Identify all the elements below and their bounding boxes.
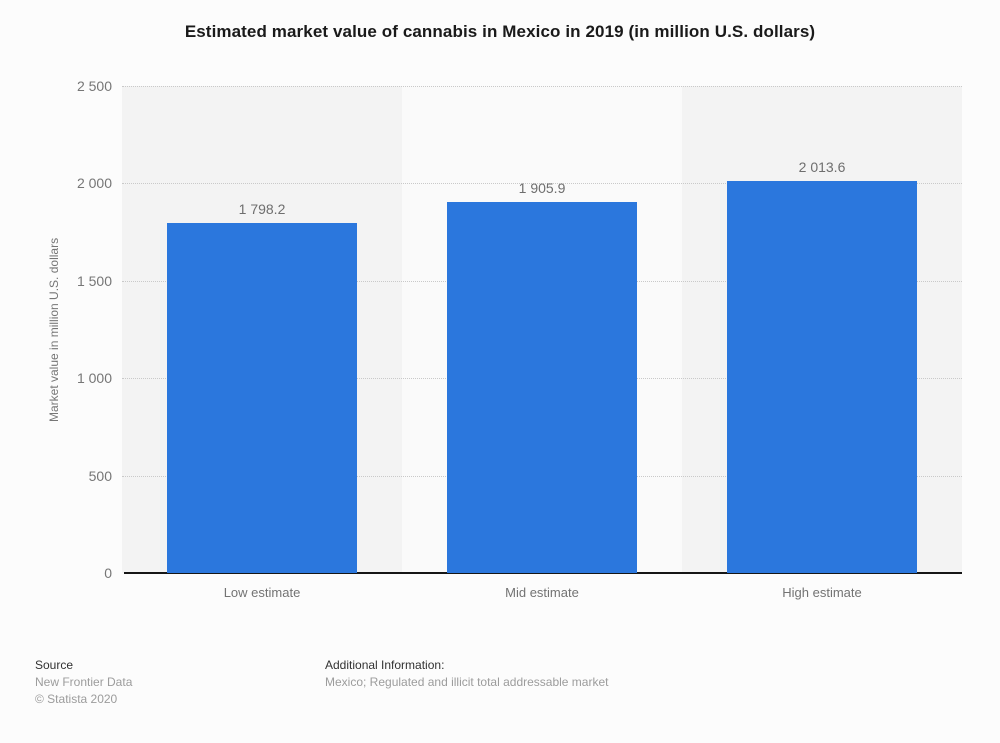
x-tick-label-low-estimate: Low estimate [223, 585, 301, 600]
y-tick-label-500: 500 [88, 467, 112, 484]
bar-value-label: 1 798.2 [238, 200, 286, 217]
y-tick-label-2500: 2 500 [76, 78, 112, 94]
plot-area [122, 86, 962, 574]
additional-info-block: Additional Information: Mexico; Regulate… [325, 657, 608, 691]
copyright-text: © Statista 2020 [35, 692, 118, 706]
y-axis-title: Market value in million U.S. dollars [47, 237, 61, 422]
gridline-2000 [122, 183, 962, 185]
x-tick-label-high-estimate: High estimate [782, 585, 862, 600]
bar-low-estimate[interactable] [167, 222, 357, 573]
y-tick-label-1000: 1 000 [76, 370, 112, 387]
source-label: Source [35, 658, 74, 672]
additional-info-text: Mexico; Regulated and illicit total addr… [325, 675, 609, 689]
additional-info-label: Additional Information: [325, 658, 445, 672]
source-block: Source New Frontier Data © Statista 2020 [35, 657, 132, 708]
bar-mid-estimate[interactable] [447, 201, 637, 573]
chart-title: Estimated market value of cannabis in Me… [184, 22, 816, 41]
y-tick-label-0: 0 [104, 565, 112, 581]
y-tick-label-2000: 2 000 [76, 175, 112, 192]
x-axis-line [124, 572, 962, 574]
x-tick-label-mid-estimate: Mid estimate [505, 585, 579, 600]
bar-high-estimate[interactable] [727, 180, 917, 573]
y-tick-label-1500: 1 500 [76, 272, 112, 289]
bar-value-label: 1 905.9 [518, 179, 566, 196]
gridline-2500 [122, 86, 962, 87]
source-name: New Frontier Data [35, 675, 133, 689]
bar-value-label: 2 013.6 [798, 158, 846, 175]
